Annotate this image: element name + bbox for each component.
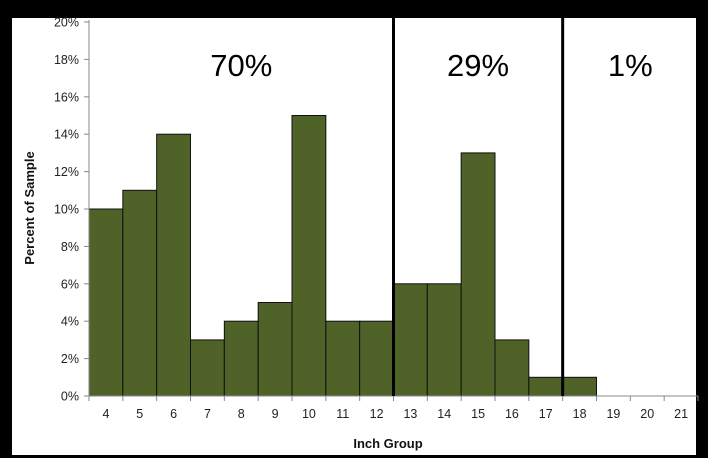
y-tick-label: 14%	[54, 128, 79, 142]
bar-9	[257, 302, 293, 397]
x-tick-label: 4	[102, 407, 109, 421]
x-tick-label: 19	[606, 407, 620, 421]
bars	[88, 115, 597, 397]
bar-12	[359, 320, 395, 397]
bar-18	[562, 376, 597, 397]
y-tick-label: 2%	[61, 352, 79, 366]
y-tick-label: 18%	[54, 53, 79, 67]
y-tick-label: 4%	[61, 315, 79, 329]
region-dividers	[392, 18, 565, 396]
x-tick-label: 10	[302, 407, 316, 421]
y-axis-title: Percent of Sample	[22, 151, 37, 264]
bar-5	[122, 189, 158, 397]
x-tick-label: 17	[539, 407, 553, 421]
x-tick-label: 18	[573, 407, 587, 421]
bar-11	[325, 320, 361, 397]
bar-17	[528, 376, 564, 397]
region-label-29: 29%	[447, 48, 509, 83]
x-tick-label: 14	[437, 407, 451, 421]
y-tick-label: 6%	[61, 277, 79, 291]
bar-16	[494, 339, 530, 397]
y-tick-label: 8%	[61, 240, 79, 254]
x-axis-tick-labels: 4 5 6 7 8 9 10 11 12 13 14 15 16 17 18 19 20 21	[102, 407, 688, 421]
x-tick-label: 6	[170, 407, 177, 421]
bar-8	[223, 320, 259, 397]
bar-6	[156, 133, 191, 397]
x-tick-label: 15	[471, 407, 485, 421]
bar-14	[426, 283, 462, 397]
x-tick-label: 7	[204, 407, 211, 421]
x-tick-label: 20	[640, 407, 654, 421]
bar-15	[460, 152, 496, 397]
bar-10	[291, 115, 327, 397]
region-label-70: 70%	[210, 48, 272, 83]
x-tick-label: 8	[238, 407, 245, 421]
y-tick-label: 10%	[54, 203, 79, 217]
x-tick-label: 11	[336, 407, 349, 421]
x-tick-label: 21	[674, 407, 688, 421]
y-tick-label: 12%	[54, 165, 79, 179]
y-tick-label: 0%	[61, 390, 79, 404]
x-tick-label: 13	[403, 407, 417, 421]
region-label-1: 1%	[608, 48, 653, 83]
x-tick-label: 16	[505, 407, 519, 421]
x-tick-label: 12	[370, 407, 384, 421]
x-tick-label: 9	[272, 407, 279, 421]
bar-13	[393, 283, 428, 397]
y-axis-tick-labels: 0% 2% 4% 6% 8% 10% 12% 14% 16% 18% 20%	[54, 16, 79, 404]
bar-7	[190, 339, 225, 397]
y-tick-label: 20%	[54, 16, 79, 30]
bar-4	[88, 208, 124, 397]
x-axis-title: Inch Group	[353, 436, 422, 451]
x-tick-label: 5	[136, 407, 143, 421]
y-tick-label: 16%	[54, 90, 79, 104]
